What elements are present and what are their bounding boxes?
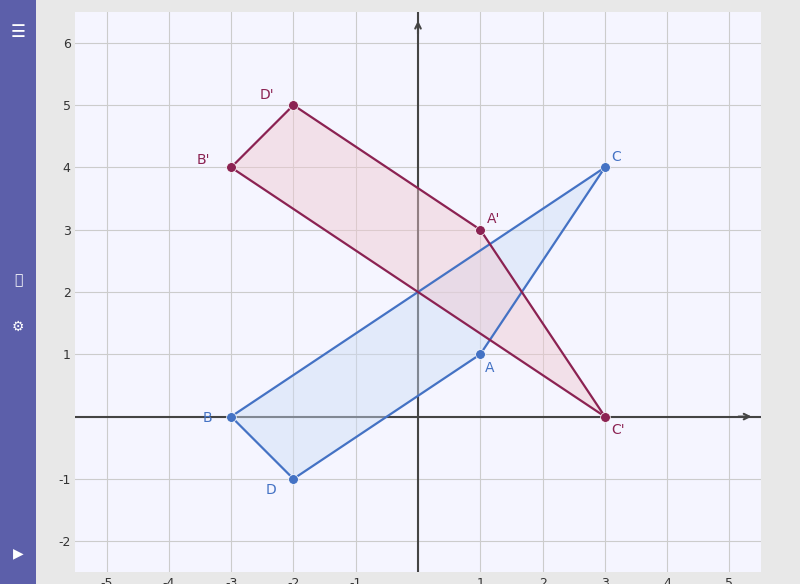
Text: B': B' (197, 153, 210, 167)
Text: D: D (266, 484, 276, 498)
Text: C': C' (611, 423, 625, 437)
Text: ▶: ▶ (13, 547, 23, 561)
Text: C: C (611, 150, 621, 164)
Text: A': A' (486, 213, 500, 227)
PathPatch shape (231, 105, 605, 416)
Text: A: A (486, 361, 494, 375)
PathPatch shape (231, 168, 605, 479)
Text: B: B (203, 411, 213, 425)
Text: ☰: ☰ (10, 23, 26, 41)
Text: D': D' (259, 88, 274, 102)
Text: 📄: 📄 (14, 273, 22, 287)
Text: ⚙: ⚙ (12, 320, 24, 334)
